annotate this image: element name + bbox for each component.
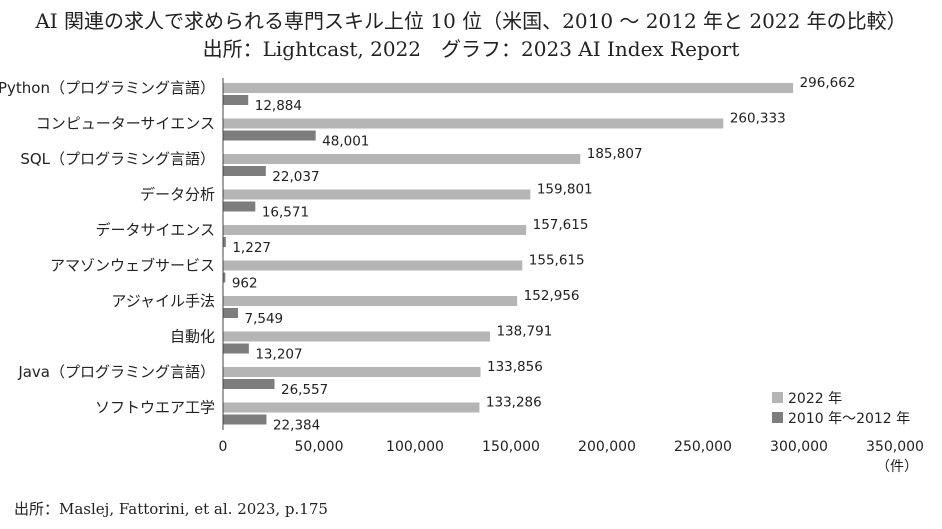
x-tick-label: 50,000: [295, 439, 344, 455]
category-label: SQL（プログラミング言語）: [20, 150, 215, 168]
bar-2022: [223, 402, 480, 413]
data-label: 16,571: [262, 205, 309, 221]
chart-subtitle: 出所：Lightcast, 2022 グラフ：2023 AI Index Rep…: [202, 37, 740, 61]
data-label: 22,037: [272, 169, 319, 185]
bar-2022: [223, 260, 523, 271]
legend-swatch: [772, 412, 783, 423]
data-label: 157,615: [533, 217, 589, 233]
data-label: 13,207: [255, 347, 302, 363]
data-label: 26,557: [281, 382, 328, 398]
data-label: 1,227: [232, 240, 271, 256]
data-label: 155,615: [529, 253, 585, 269]
category-label: Java（プログラミング言語）: [17, 363, 215, 381]
category-label: アジャイル手法: [111, 292, 215, 310]
category-label: 自動化: [170, 328, 215, 346]
x-tick-label: 200,000: [578, 439, 636, 455]
bar-2022: [223, 225, 527, 235]
data-label: 7,549: [244, 311, 283, 327]
data-label: 185,807: [587, 146, 643, 162]
bar-2022: [223, 296, 518, 306]
category-label: ソフトウエア工学: [95, 399, 215, 417]
legend-label: 2022 年: [788, 391, 842, 407]
bar-2022: [223, 83, 794, 93]
x-tick-label: 150,000: [482, 439, 540, 455]
x-tick-label: 250,000: [674, 439, 732, 455]
data-label: 152,956: [524, 288, 580, 304]
bar-2010-2012: [223, 130, 316, 141]
data-label: 133,286: [486, 395, 542, 411]
bar-2010-2012: [223, 201, 256, 212]
data-label: 138,791: [496, 324, 552, 340]
x-tick-label: 350,000: [866, 439, 924, 455]
bar-2022: [223, 367, 481, 377]
bar-2010-2012: [223, 272, 226, 283]
bar-2022: [223, 189, 531, 200]
data-label: 48,001: [322, 134, 369, 150]
chart-title: AI 関連の求人で求められる専門スキル上位 10 位（米国、2010 ～ 201…: [35, 9, 907, 33]
source-note: 出所：Maslej, Fattorini, et al. 2023, p.175: [14, 500, 328, 518]
category-label: コンピューターサイエンス: [36, 115, 215, 133]
data-label: 159,801: [537, 182, 593, 198]
x-axis-unit: （件）: [876, 459, 918, 475]
category-label: データサイエンス: [95, 221, 215, 239]
bar-2010-2012: [223, 166, 266, 176]
data-label: 962: [232, 276, 258, 292]
bar-2010-2012: [223, 414, 267, 425]
x-tick-label: 100,000: [386, 439, 444, 455]
bar-2010-2012: [223, 379, 275, 389]
data-label: 22,384: [273, 418, 320, 434]
bar-2010-2012: [223, 343, 249, 354]
data-label: 296,662: [800, 75, 856, 91]
data-label: 12,884: [255, 98, 302, 114]
category-label: Python（プログラミング言語）: [0, 79, 215, 97]
legend-label: 2010 年～2012 年: [788, 411, 910, 427]
category-label: データ分析: [140, 186, 215, 204]
bar-2010-2012: [223, 95, 249, 105]
x-tick-label: 300,000: [770, 439, 828, 455]
category-label: アマゾンウェブサービス: [50, 257, 215, 275]
bar-2022: [223, 154, 581, 164]
legend-swatch: [772, 392, 783, 403]
data-label: 260,333: [730, 111, 786, 127]
bar-2022: [223, 118, 724, 129]
bar-2010-2012: [223, 308, 238, 318]
x-tick-label: 0: [219, 439, 228, 455]
bar-2022: [223, 331, 490, 342]
bar-2010-2012: [223, 237, 226, 247]
data-label: 133,856: [487, 359, 543, 375]
